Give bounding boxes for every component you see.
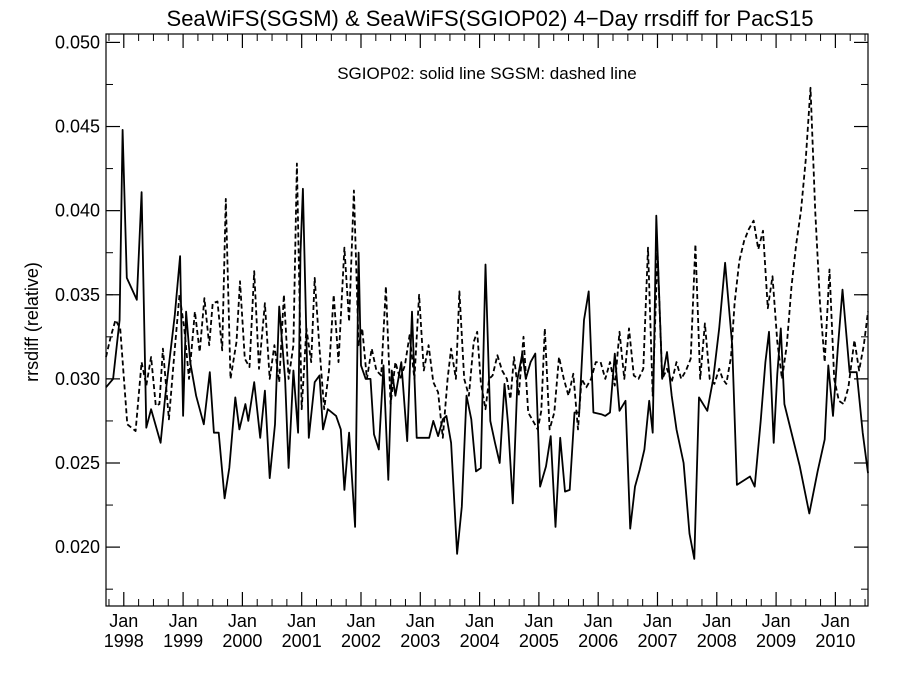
x-tick-year: 2000 xyxy=(222,631,262,651)
x-tick-year: 2009 xyxy=(756,631,796,651)
y-tick-label: 0.040 xyxy=(55,201,100,221)
y-axis: 0.020 0.025 0.030 0.035 0.040 0.045 0.050 xyxy=(55,32,868,590)
chart-title: SeaWiFS(SGSM) & SeaWiFS(SGIOP02) 4−Day r… xyxy=(167,6,814,31)
x-tick-year: 2010 xyxy=(815,631,855,651)
y-tick-label: 0.020 xyxy=(55,537,100,557)
x-tick-year: 1999 xyxy=(163,631,203,651)
y-tick-label: 0.030 xyxy=(55,369,100,389)
y-tick-label: 0.025 xyxy=(55,453,100,473)
plot-frame xyxy=(105,33,869,607)
x-tick-year: 2004 xyxy=(460,631,500,651)
x-tick-month: Jan xyxy=(228,611,257,631)
x-tick-month: Jan xyxy=(524,611,553,631)
x-tick-month: Jan xyxy=(465,611,494,631)
x-tick-year: 1998 xyxy=(104,631,144,651)
series-layer xyxy=(105,86,869,560)
x-tick-month: Jan xyxy=(346,611,375,631)
x-tick-month: Jan xyxy=(702,611,731,631)
y-tick-label: 0.035 xyxy=(55,285,100,305)
x-tick-month: Jan xyxy=(287,611,316,631)
x-tick-month: Jan xyxy=(821,611,850,631)
x-tick-year: 2006 xyxy=(578,631,618,651)
x-tick-year: 2008 xyxy=(697,631,737,651)
x-tick-year: 2003 xyxy=(400,631,440,651)
y-tick-label: 0.045 xyxy=(55,117,100,137)
y-axis-label: rrsdiff (relative) xyxy=(22,262,42,382)
series-annotation: SGIOP02: solid line SGSM: dashed line xyxy=(337,64,637,83)
x-tick-month: Jan xyxy=(762,611,791,631)
sgsm-dashed-line xyxy=(105,86,869,439)
x-tick-year: 2005 xyxy=(519,631,559,651)
x-tick-month: Jan xyxy=(406,611,435,631)
x-tick-month: Jan xyxy=(584,611,613,631)
x-tick-year: 2001 xyxy=(282,631,322,651)
sgiop02-solid-line xyxy=(105,129,869,560)
y-tick-label: 0.050 xyxy=(55,32,100,52)
x-tick-month: Jan xyxy=(169,611,198,631)
x-tick-year: 2007 xyxy=(637,631,677,651)
x-tick-year: 2002 xyxy=(341,631,381,651)
x-axis: Jan1998Jan1999Jan2000Jan2001Jan2002Jan20… xyxy=(104,34,866,651)
x-tick-month: Jan xyxy=(109,611,138,631)
x-tick-month: Jan xyxy=(643,611,672,631)
